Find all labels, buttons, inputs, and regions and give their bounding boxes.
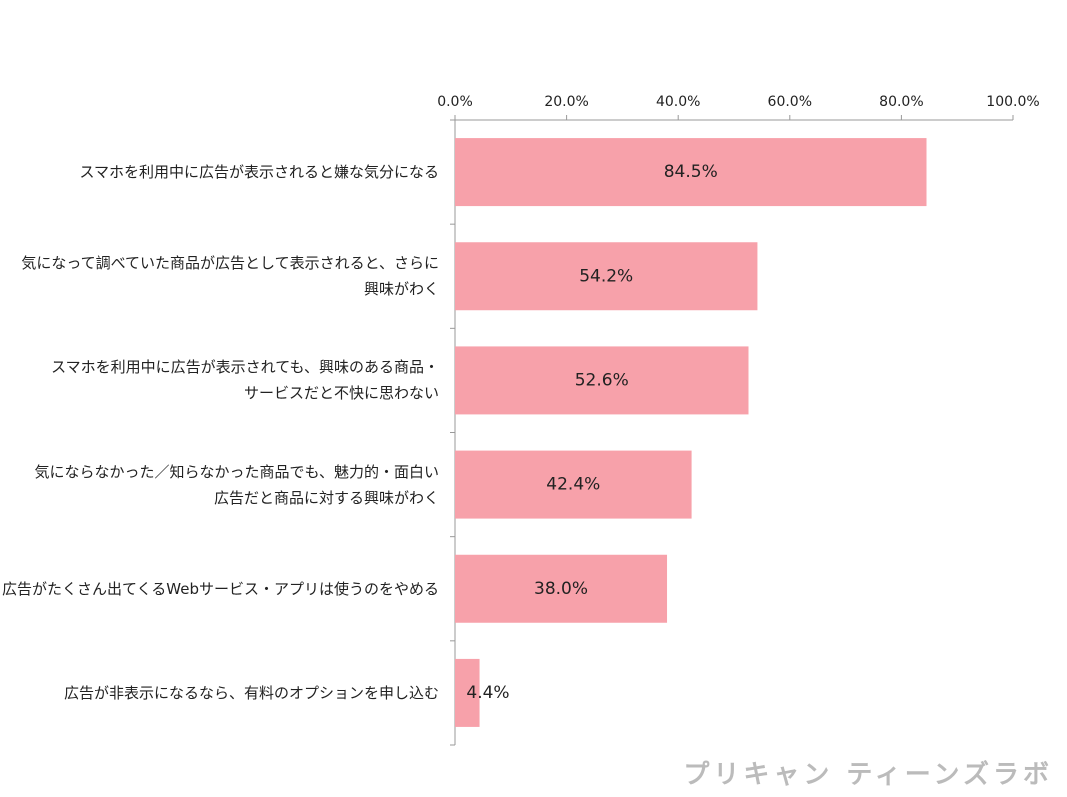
- y-tick-label: 気にならなかった／知らなかった商品でも、魅力的・面白い 広告だと商品に対する興味…: [34, 462, 439, 507]
- bar: [455, 658, 480, 727]
- value-label: 84.5%: [664, 162, 718, 182]
- bar: [455, 138, 927, 207]
- bar: [455, 346, 749, 415]
- x-tick-label: 0.0%: [437, 94, 473, 110]
- x-tick-label: 60.0%: [768, 94, 812, 110]
- value-label: 38.0%: [534, 579, 588, 599]
- x-tick-label: 20.0%: [544, 94, 588, 110]
- value-label: 54.2%: [579, 266, 633, 286]
- bar: [455, 450, 692, 519]
- value-label: 4.4%: [466, 683, 509, 703]
- value-label: 52.6%: [575, 370, 629, 390]
- watermark: プリキャン ティーンズラボ: [683, 760, 1053, 790]
- y-tick-label: 広告が非表示になるなら、有料のオプションを申し込む: [63, 683, 439, 702]
- bar: [455, 554, 668, 623]
- y-tick-label: スマホを利用中に広告が表示されても、興味のある商品・ サービスだと不快に思わない: [51, 358, 439, 403]
- x-tick-label: 40.0%: [656, 94, 700, 110]
- value-label: 42.4%: [546, 475, 600, 495]
- y-tick-label: 気になって調べていた商品が広告として表示されると、さらに 興味がわく: [21, 254, 439, 299]
- x-tick-label: 100.0%: [986, 94, 1039, 110]
- y-tick-label: スマホを利用中に広告が表示されると嫌な気分になる: [79, 163, 439, 182]
- x-tick-label: 80.0%: [879, 94, 923, 110]
- bar: [455, 242, 758, 311]
- y-tick-label: 広告がたくさん出てくるWebサービス・アプリは使うのをやめる: [2, 579, 439, 598]
